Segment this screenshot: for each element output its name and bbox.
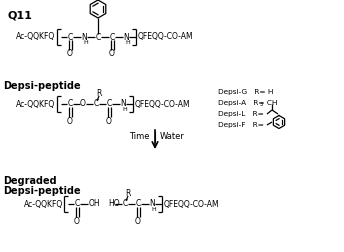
- Text: Depsi-peptide: Depsi-peptide: [3, 186, 80, 196]
- Text: H: H: [152, 207, 157, 212]
- Text: Depsi-A   R= CH: Depsi-A R= CH: [218, 100, 277, 106]
- Text: H: H: [126, 40, 130, 45]
- Text: O: O: [74, 216, 80, 226]
- Text: N: N: [123, 33, 129, 42]
- Text: N: N: [120, 100, 126, 109]
- Text: O: O: [67, 49, 73, 58]
- Text: QFEQQ-CO-AM: QFEQQ-CO-AM: [138, 33, 194, 42]
- Text: C: C: [67, 100, 73, 109]
- Text: Ac-QQKFQ: Ac-QQKFQ: [24, 200, 63, 208]
- Text: C: C: [136, 200, 141, 208]
- Text: Degraded: Degraded: [3, 176, 57, 186]
- Text: C: C: [93, 100, 99, 109]
- Text: C: C: [95, 33, 101, 42]
- Text: Depsi-F   R=: Depsi-F R=: [218, 122, 264, 128]
- Text: HO: HO: [108, 200, 120, 208]
- Text: O: O: [109, 49, 115, 58]
- Text: Ac-QQKFQ: Ac-QQKFQ: [16, 33, 55, 42]
- Text: C: C: [122, 200, 128, 208]
- Text: Depsi-G   R= H: Depsi-G R= H: [218, 89, 273, 95]
- Text: R: R: [125, 190, 131, 199]
- Text: N: N: [81, 33, 87, 42]
- Text: 3: 3: [260, 102, 263, 107]
- Text: QFEQQ-CO-AM: QFEQQ-CO-AM: [164, 200, 219, 208]
- Text: H: H: [122, 107, 127, 112]
- Text: O: O: [106, 116, 112, 125]
- Text: Time: Time: [129, 132, 150, 141]
- Text: Q11: Q11: [8, 10, 33, 20]
- Text: OH: OH: [88, 200, 100, 208]
- Text: C: C: [74, 200, 79, 208]
- Text: C: C: [106, 100, 111, 109]
- Text: O: O: [67, 116, 73, 125]
- Text: Depsi-L   R=: Depsi-L R=: [218, 111, 264, 117]
- Text: H: H: [84, 40, 88, 45]
- Text: Water: Water: [160, 132, 185, 141]
- Text: R: R: [96, 89, 102, 99]
- Text: N: N: [149, 200, 155, 208]
- Text: C: C: [109, 33, 115, 42]
- Text: O: O: [80, 100, 86, 109]
- Text: O: O: [135, 216, 141, 226]
- Text: QFEQQ-CO-AM: QFEQQ-CO-AM: [135, 100, 191, 109]
- Text: C: C: [67, 33, 73, 42]
- Text: Ac-QQKFQ: Ac-QQKFQ: [16, 100, 55, 109]
- Text: Depsi-peptide: Depsi-peptide: [3, 81, 80, 91]
